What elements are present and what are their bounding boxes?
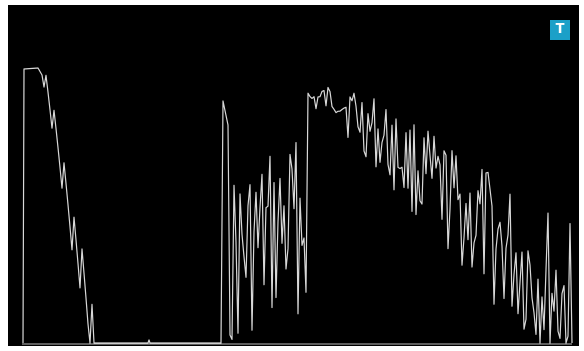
toggle-t-button[interactable]: T xyxy=(550,20,570,40)
waveform-plot xyxy=(22,67,573,345)
waveform-trace xyxy=(22,67,573,344)
waveform-panel: T xyxy=(8,5,579,346)
